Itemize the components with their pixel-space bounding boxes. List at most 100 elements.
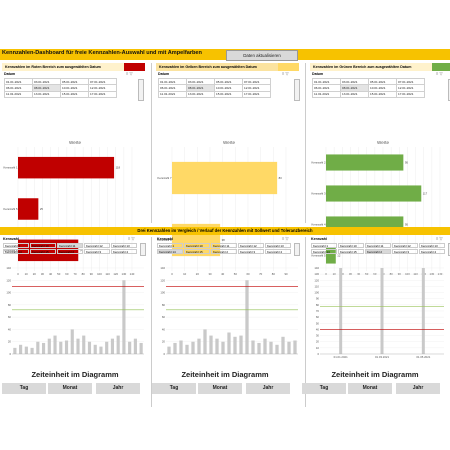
kennzahl-option[interactable]: Kennzahl 3	[392, 249, 418, 254]
bar	[173, 342, 177, 354]
tick-label: 0	[163, 352, 165, 356]
bar	[339, 268, 343, 354]
time-unit-tag-button[interactable]: Tag	[302, 383, 346, 394]
slicer-scrollbar[interactable]	[140, 243, 146, 256]
kennzahl-label: Kennzahl	[157, 237, 173, 241]
time-unit-monat-button[interactable]: Monat	[48, 383, 92, 394]
kennzahl-option[interactable]: Kennzahl 11	[365, 243, 391, 248]
kennzahl-option[interactable]: Kennzahl 3	[84, 249, 110, 254]
time-unit-monat-button[interactable]: Monat	[348, 383, 392, 394]
tick-label: 40	[49, 272, 53, 276]
filter-icon[interactable]: ≡ ▽	[126, 71, 133, 76]
filter-icon[interactable]: ≡ ▽	[282, 71, 289, 76]
time-unit-jahr-button[interactable]: Jahr	[396, 383, 440, 394]
tick-label: 80	[82, 272, 86, 276]
kennzahl-option[interactable]: Kennzahl 1	[311, 243, 337, 248]
date-option[interactable]: 15.01.2021	[214, 90, 243, 98]
update-data-button[interactable]: Daten aktualisieren	[226, 50, 298, 61]
tick-label: 80	[316, 303, 320, 307]
bar	[87, 341, 92, 354]
bar	[47, 338, 51, 354]
category-label: Kennzahl 7	[158, 176, 172, 180]
date-option[interactable]: 15.01.2021	[60, 90, 89, 98]
bar	[287, 341, 291, 354]
slicer-scrollbar[interactable]	[448, 79, 450, 101]
kennzahl-option[interactable]: Kennzahl 3	[238, 249, 264, 254]
kennzahl-option[interactable]: Kennzahl 14	[3, 249, 29, 254]
kennzahl-option[interactable]: Kennzahl 10	[338, 243, 364, 248]
kennzahl-option[interactable]: Kennzahl 11	[57, 243, 83, 248]
kennzahl-option[interactable]: Kennzahl 12	[84, 243, 110, 248]
date-option[interactable]: 15.01.2021	[368, 90, 397, 98]
kennzahl-option[interactable]: Kennzahl 13	[419, 243, 445, 248]
data-label: 118	[116, 166, 121, 170]
kennzahl-option[interactable]: Kennzahl 12	[238, 243, 264, 248]
date-option[interactable]: 17.01.2021	[242, 90, 271, 98]
time-unit-jahr-button[interactable]: Jahr	[96, 383, 140, 394]
tick-label: 20	[196, 272, 200, 276]
slicer-scrollbar[interactable]	[138, 79, 144, 101]
date-option[interactable]: 13.01.2021	[340, 90, 369, 98]
kennzahl-option[interactable]: Kennzahl 11	[211, 243, 237, 248]
panel-title: Kennzahlen im Grünen Bereich zum ausgewä…	[310, 63, 432, 71]
bar-chart: Werte0102030405060708090100110120130140K…	[312, 140, 443, 276]
divider	[305, 237, 306, 407]
tick-label: 140	[160, 266, 165, 270]
date-option[interactable]: 12.01.2021	[88, 84, 117, 92]
kennzahl-option[interactable]: Kennzahl 14	[311, 249, 337, 254]
filter-icon[interactable]: ≡ ▽	[282, 236, 289, 241]
time-unit-monat-button[interactable]: Monat	[198, 383, 242, 394]
date-option[interactable]: 07.01.2021	[88, 77, 117, 86]
color-swatch	[124, 63, 145, 71]
slicer-scrollbar[interactable]	[294, 243, 300, 256]
kennzahl-option[interactable]: Kennzahl 15	[30, 249, 56, 254]
kennzahl-option[interactable]: Kennzahl 4	[419, 249, 445, 254]
date-option[interactable]: 17.01.2021	[88, 90, 117, 98]
filter-icon[interactable]: ≡ ▽	[436, 236, 443, 241]
kennzahl-option[interactable]: Kennzahl 15	[338, 249, 364, 254]
date-option[interactable]: 11.01.2021	[4, 90, 33, 98]
date-option[interactable]: 11.01.2021	[312, 90, 341, 98]
time-unit-tag-button[interactable]: Tag	[152, 383, 196, 394]
kennzahl-option[interactable]: Kennzahl 1	[157, 243, 183, 248]
date-option[interactable]: 12.01.2021	[242, 84, 271, 92]
kennzahl-option[interactable]: Kennzahl 4	[111, 249, 137, 254]
bar	[251, 340, 255, 354]
bar-chart: Werte 0 10 20 30 40 50 60 70 80 90 Kennzahl 7 83 Kenn…	[158, 140, 288, 276]
date-option[interactable]: 11.01.2021	[158, 90, 187, 98]
kennzahl-option[interactable]: Kennzahl 2	[365, 249, 391, 254]
date-option[interactable]: 13.01.2021	[32, 90, 61, 98]
date-option[interactable]: 13.01.2021	[186, 90, 215, 98]
kennzahl-option[interactable]: Kennzahl 2	[211, 249, 237, 254]
tick-label: 40	[316, 327, 320, 331]
datum-label: Datum	[158, 72, 170, 76]
kennzahl-option[interactable]: Kennzahl 14	[157, 249, 183, 254]
data-label: 38	[222, 238, 226, 242]
kennzahl-option[interactable]: Kennzahl 2	[57, 249, 83, 254]
date-option[interactable]: 17.01.2021	[396, 90, 425, 98]
date-slicer: 01.01.2021 03.01.2021 05.01.2021 07.01.2021…	[4, 77, 117, 98]
filter-icon[interactable]: ≡ ▽	[436, 71, 443, 76]
date-option[interactable]: 07.01.2021	[396, 77, 425, 86]
kennzahl-option[interactable]: Kennzahl 12	[392, 243, 418, 248]
kennzahl-option[interactable]: Kennzahl 1	[3, 243, 29, 248]
slicer-scrollbar[interactable]	[294, 79, 300, 101]
slicer-scrollbar[interactable]	[448, 243, 450, 256]
color-swatch	[432, 63, 450, 71]
bar	[263, 338, 267, 354]
time-unit-jahr-button[interactable]: Jahr	[246, 383, 290, 394]
kennzahl-option[interactable]: Kennzahl 13	[265, 243, 291, 248]
date-option[interactable]: 07.01.2021	[242, 77, 271, 86]
filter-icon[interactable]: ≡ ▽	[128, 236, 135, 241]
kennzahl-option[interactable]: Kennzahl 10	[30, 243, 56, 248]
kennzahl-option[interactable]: Kennzahl 15	[184, 249, 210, 254]
time-unit-tag-button[interactable]: Tag	[2, 383, 46, 394]
bar	[93, 344, 97, 354]
kennzahl-option[interactable]: Kennzahl 10	[184, 243, 210, 248]
kennzahl-option[interactable]: Kennzahl 4	[265, 249, 291, 254]
data-label: 25	[40, 207, 44, 211]
kennzahl-option[interactable]: Kennzahl 13	[111, 243, 137, 248]
kennzahl-selector-2: Kennzahl ≡ ▽ Kennzahl 1 Kennzahl 10 Kennzahl…	[156, 236, 300, 259]
date-option[interactable]: 12.01.2021	[396, 84, 425, 92]
tick-label: 140	[314, 266, 319, 270]
